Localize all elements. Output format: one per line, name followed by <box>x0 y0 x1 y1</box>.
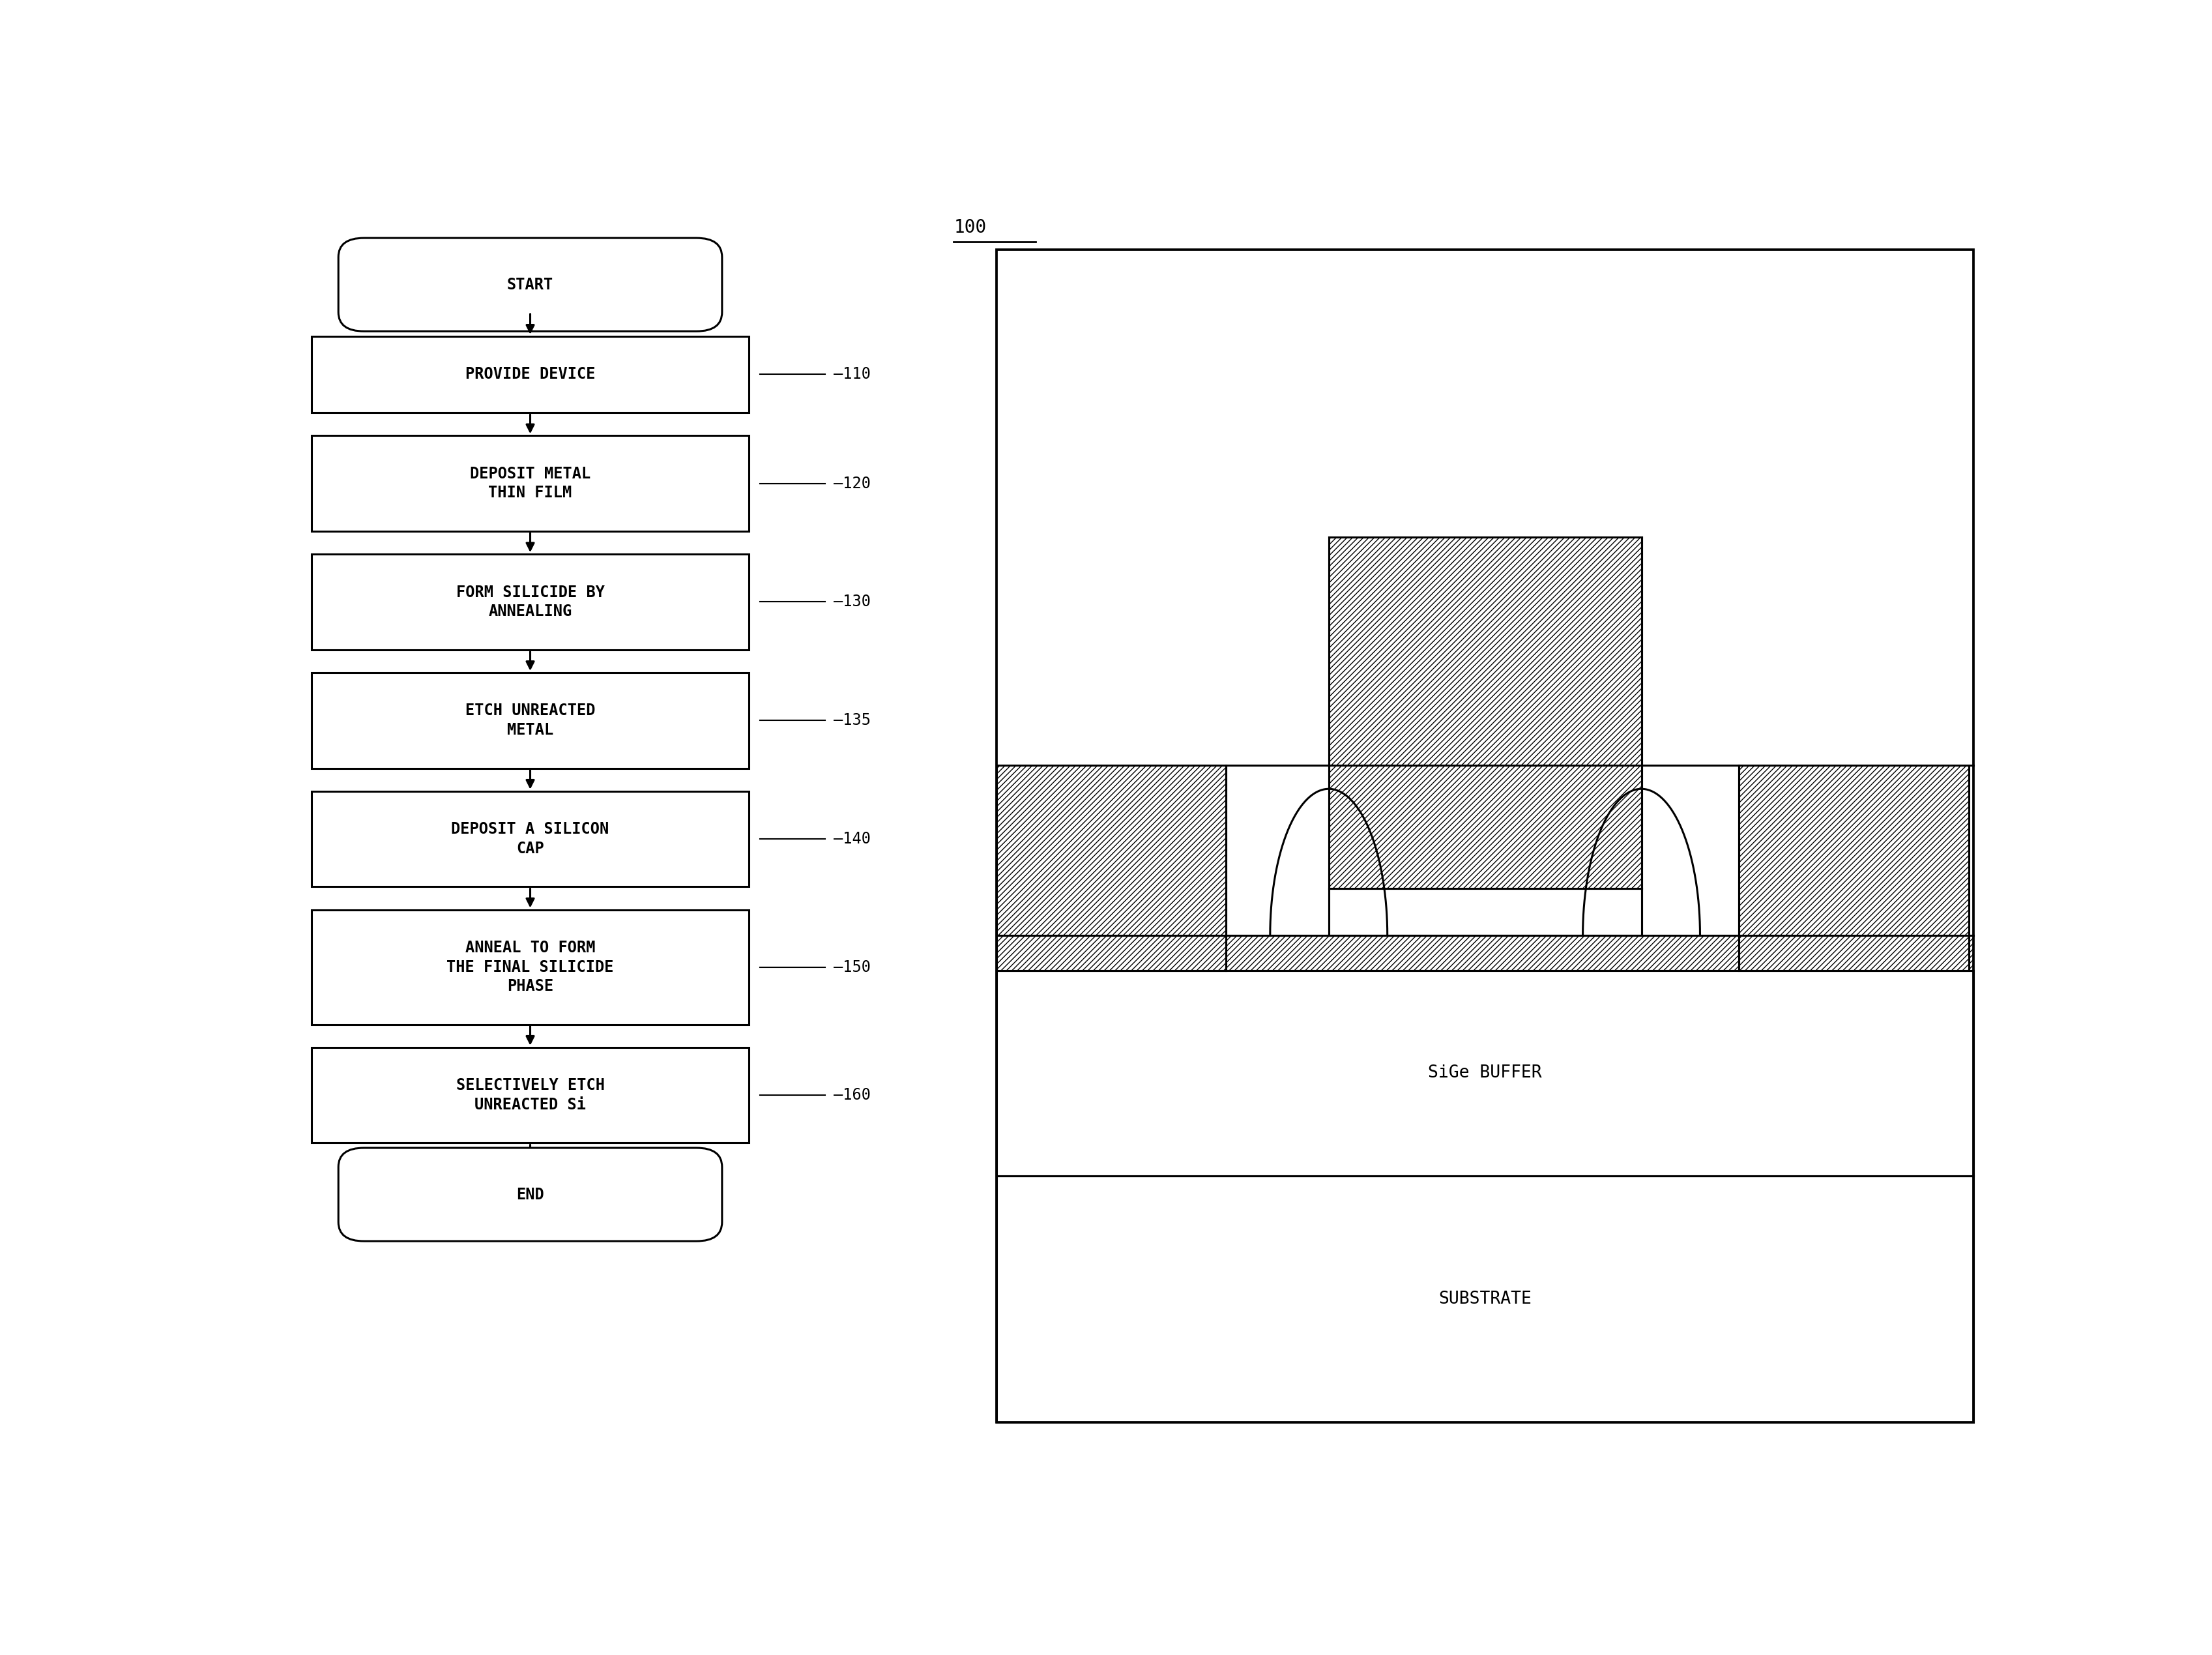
Bar <box>1329 889 1641 935</box>
Bar <box>995 1175 1973 1422</box>
Text: SUBSTRATE: SUBSTRATE <box>1438 1291 1531 1307</box>
Text: SiGe BUFFER: SiGe BUFFER <box>1429 1064 1542 1082</box>
Bar <box>312 554 750 650</box>
Text: STRAINED Si: STRAINED Si <box>1431 851 1533 867</box>
Bar <box>312 336 750 412</box>
Bar <box>312 910 750 1024</box>
Text: DEPOSIT METAL
THIN FILM: DEPOSIT METAL THIN FILM <box>469 467 591 501</box>
Text: CoSi₂
GATE: CoSi₂ GATE <box>1462 695 1509 730</box>
Text: DEPOSIT A SILICON
CAP: DEPOSIT A SILICON CAP <box>451 821 608 857</box>
Text: —130: —130 <box>834 594 872 609</box>
Text: 100: 100 <box>953 218 987 237</box>
Bar <box>312 435 750 531</box>
Text: ETCH UNREACTED
METAL: ETCH UNREACTED METAL <box>465 703 595 738</box>
Text: CoSi₂
DRAIN: CoSi₂ DRAIN <box>1832 851 1878 885</box>
Text: —160: —160 <box>834 1087 872 1102</box>
FancyBboxPatch shape <box>338 1149 721 1241</box>
Text: —150: —150 <box>834 960 872 975</box>
Text: —110: —110 <box>834 367 872 382</box>
Bar <box>312 1048 750 1144</box>
Bar <box>1225 765 1739 935</box>
Text: CoSi₂
SOURCE: CoSi₂ SOURCE <box>1084 851 1139 885</box>
Bar <box>312 791 750 887</box>
Text: SELECTIVELY ETCH
UNREACTED Si: SELECTIVELY ETCH UNREACTED Si <box>456 1077 604 1112</box>
Bar <box>1329 536 1641 889</box>
Text: ANNEAL TO FORM
THE FINAL SILICIDE
PHASE: ANNEAL TO FORM THE FINAL SILICIDE PHASE <box>447 940 613 995</box>
Text: —120: —120 <box>834 475 872 492</box>
Text: FORM SILICIDE BY
ANNEALING: FORM SILICIDE BY ANNEALING <box>456 584 604 619</box>
Text: PROVIDE DEVICE: PROVIDE DEVICE <box>465 367 595 382</box>
Text: —140: —140 <box>834 831 872 847</box>
Bar <box>995 970 1973 1175</box>
Bar <box>995 250 1973 1422</box>
FancyBboxPatch shape <box>338 238 721 331</box>
Text: END: END <box>515 1187 544 1202</box>
Text: —135: —135 <box>834 713 872 728</box>
Bar <box>995 765 1225 970</box>
Bar <box>995 935 1973 970</box>
Text: START: START <box>507 276 553 293</box>
Bar <box>1739 765 1969 970</box>
Bar <box>312 672 750 768</box>
